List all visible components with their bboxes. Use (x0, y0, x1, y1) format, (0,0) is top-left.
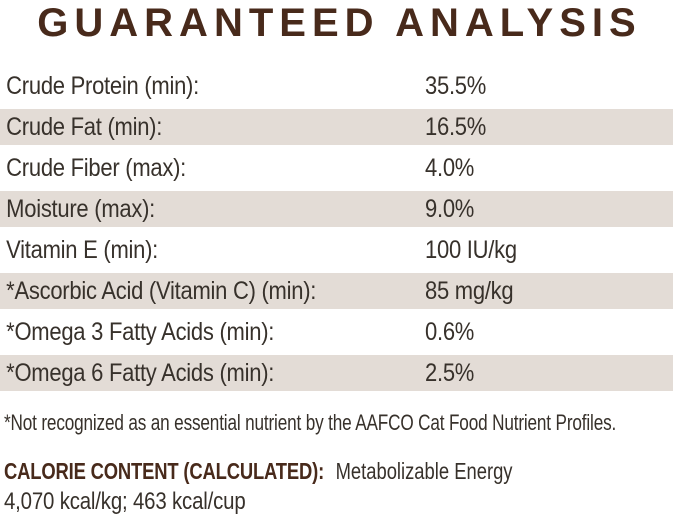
analysis-row-crude-protein: Crude Protein (min): 35.5% (0, 66, 679, 107)
footnote-text: *Not recognized as an essential nutrient… (4, 410, 617, 435)
calorie-content-line: CALORIE CONTENT (CALCULATED): Metaboliza… (4, 458, 513, 484)
analysis-row-label: Crude Protein (min): (6, 72, 199, 100)
analysis-row-value: 35.5% (425, 72, 487, 100)
analysis-row-label: *Omega 3 Fatty Acids (min): (6, 318, 275, 346)
analysis-row-value: 2.5% (425, 359, 475, 387)
analysis-row-value: 4.0% (425, 154, 475, 182)
calorie-values: 4,070 kcal/kg; 463 kcal/cup (4, 488, 246, 515)
analysis-row-value: 16.5% (425, 113, 487, 141)
analysis-row-label: Crude Fat (min): (6, 113, 163, 141)
analysis-row-value: 0.6% (425, 318, 475, 346)
analysis-row-value: 9.0% (425, 195, 475, 223)
analysis-row-label: *Ascorbic Acid (Vitamin C) (min): (6, 277, 317, 305)
analysis-row-value: 85 mg/kg (425, 277, 514, 305)
analysis-row-moisture: Moisture (max): 9.0% (0, 189, 673, 230)
analysis-table: Crude Protein (min): 35.5% Crude Fat (mi… (0, 66, 679, 394)
analysis-row-label: *Omega 6 Fatty Acids (min): (6, 359, 275, 387)
calorie-description: Metabolizable Energy (335, 458, 513, 484)
analysis-row-ascorbic-acid: *Ascorbic Acid (Vitamin C) (min): 85 mg/… (0, 271, 673, 312)
analysis-row-label: Vitamin E (min): (6, 236, 159, 264)
analysis-row-crude-fat: Crude Fat (min): 16.5% (0, 107, 673, 148)
analysis-row-omega-6: *Omega 6 Fatty Acids (min): 2.5% (0, 353, 673, 394)
calorie-heading: CALORIE CONTENT (CALCULATED): (4, 458, 325, 484)
page-title: GUARANTEED ANALYSIS (37, 1, 642, 45)
analysis-row-vitamin-e: Vitamin E (min): 100 IU/kg (0, 230, 679, 271)
analysis-row-label: Crude Fiber (max): (6, 154, 187, 182)
analysis-row-crude-fiber: Crude Fiber (max): 4.0% (0, 148, 679, 189)
analysis-row-omega-3: *Omega 3 Fatty Acids (min): 0.6% (0, 312, 679, 353)
analysis-row-label: Moisture (max): (6, 195, 156, 223)
analysis-row-value: 100 IU/kg (425, 236, 517, 264)
